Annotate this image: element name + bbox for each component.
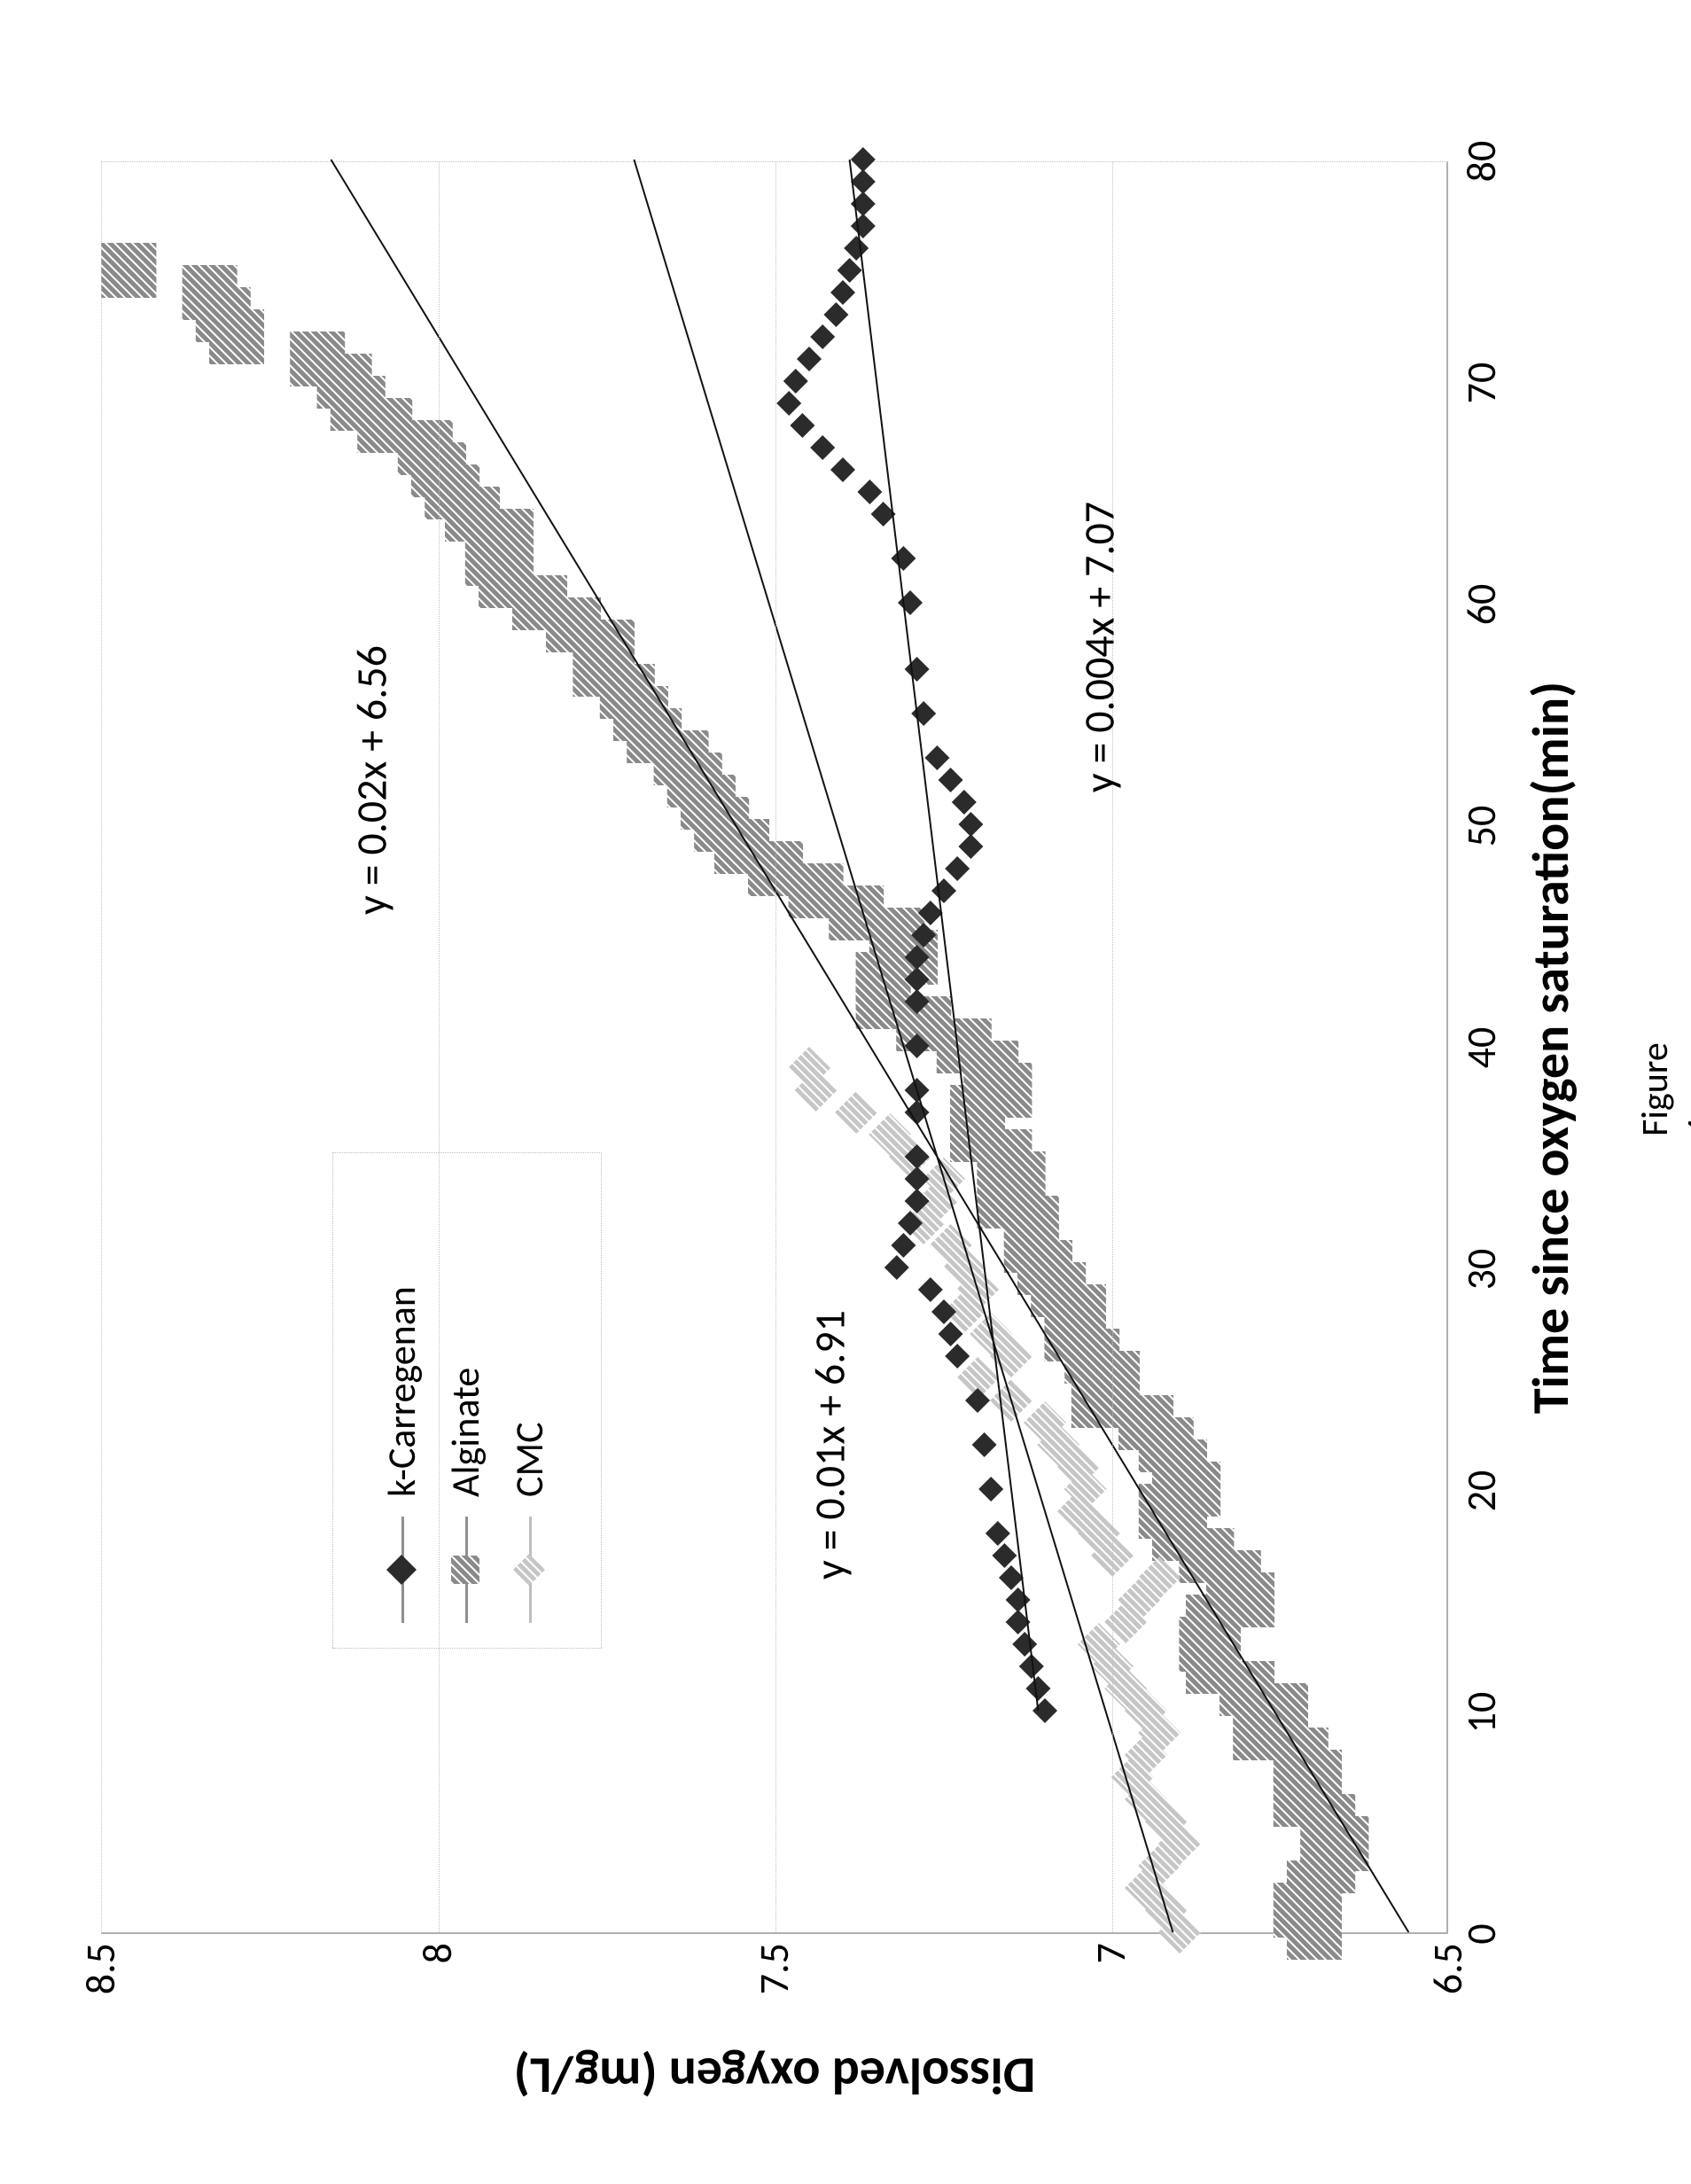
x-tick-label: 50 — [1457, 791, 1507, 862]
data-point — [830, 457, 855, 482]
data-point — [776, 391, 801, 416]
y-tick-label: 7.5 — [750, 1943, 799, 2032]
data-point — [1025, 1676, 1050, 1701]
data-point — [992, 1543, 1017, 1568]
x-tick-label: 10 — [1457, 1677, 1507, 1748]
data-point — [835, 1091, 877, 1134]
chart-container: Dissolved oxygen (mg/L) — [66, 73, 1625, 2111]
equation-annotation: y = 0.02x + 6.56 — [346, 645, 398, 915]
gridline — [775, 162, 776, 1932]
data-point — [952, 790, 977, 815]
data-point — [1033, 1698, 1057, 1723]
legend-label-alginate: Alginate — [441, 1368, 489, 1497]
x-axis-title: Time since oxygen saturation(min) — [1519, 161, 1582, 1934]
equation-annotation: y = 0.004x + 7.07 — [1072, 502, 1125, 792]
trendline — [634, 160, 1173, 1932]
equation-annotation: y = 0.01x + 6.91 — [803, 1310, 855, 1580]
plot-area: k-Carregenan Alginate CMC y — [101, 161, 1448, 1934]
data-point — [898, 590, 923, 615]
data-point — [958, 812, 983, 837]
data-point — [891, 1233, 916, 1258]
data-point — [905, 657, 930, 682]
x-tick-label: 20 — [1457, 1455, 1507, 1526]
legend-swatch-alginate — [448, 1517, 482, 1623]
data-point — [290, 332, 345, 386]
x-tick-label: 70 — [1457, 347, 1507, 418]
data-point — [965, 1388, 990, 1413]
legend-label-carregenan: k-Carregenan — [378, 1286, 425, 1497]
data-point — [844, 236, 869, 261]
x-tick-label: 40 — [1457, 1012, 1507, 1083]
legend-item-carregenan: k-Carregenan — [378, 1178, 425, 1623]
gridline — [439, 162, 440, 1932]
data-point — [1006, 1587, 1031, 1612]
data-point — [891, 546, 916, 571]
data-point — [790, 413, 814, 438]
data-point — [851, 169, 876, 194]
data-point — [797, 347, 822, 371]
data-point — [851, 147, 876, 172]
legend-swatch-cmc — [512, 1517, 546, 1623]
page-root: Dissolved oxygen (mg/L) — [0, 0, 1691, 2184]
data-point — [924, 745, 949, 770]
data-point — [857, 480, 882, 504]
data-point — [972, 1432, 997, 1457]
data-point — [958, 834, 983, 859]
legend-label-cmc: CMC — [505, 1422, 553, 1497]
y-axis-title: Dissolved oxygen (mg/L) — [514, 2045, 1036, 2108]
data-point — [911, 701, 936, 726]
y-tick-label: 8.5 — [76, 1943, 126, 2032]
data-point — [183, 265, 238, 320]
y-tick-label: 8 — [413, 1943, 463, 2032]
data-point — [830, 280, 855, 305]
data-point — [939, 768, 963, 792]
figure-caption: Figure 4 — [1633, 1042, 1691, 1136]
legend: k-Carregenan Alginate CMC — [332, 1152, 602, 1649]
data-point — [986, 1521, 1010, 1546]
x-tick-label: 0 — [1457, 1899, 1507, 1970]
legend-item-alginate: Alginate — [441, 1178, 489, 1623]
data-point — [918, 1277, 943, 1302]
x-tick-label: 80 — [1457, 126, 1507, 197]
data-point — [823, 302, 848, 327]
data-point — [810, 435, 835, 460]
legend-swatch-carregenan — [385, 1517, 418, 1623]
data-point — [810, 324, 835, 349]
legend-item-cmc: CMC — [505, 1178, 553, 1623]
trendline — [331, 160, 1408, 1932]
gridline — [1112, 162, 1113, 1932]
data-point — [945, 1344, 970, 1369]
data-point — [1012, 1632, 1037, 1657]
data-point — [884, 1255, 909, 1280]
data-point — [978, 1477, 1003, 1502]
data-point — [851, 214, 876, 238]
y-tick-label: 7 — [1087, 1943, 1136, 2032]
x-tick-label: 60 — [1457, 569, 1507, 640]
data-point — [101, 243, 156, 298]
data-point — [999, 1565, 1024, 1590]
data-point — [931, 878, 956, 903]
data-point — [945, 856, 970, 881]
data-point — [783, 369, 808, 394]
x-tick-label: 30 — [1457, 1234, 1507, 1305]
data-point — [838, 258, 862, 283]
